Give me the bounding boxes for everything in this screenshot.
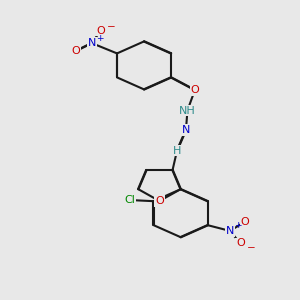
Text: NH: NH	[179, 106, 196, 116]
Text: N: N	[226, 226, 234, 236]
Text: O: O	[155, 196, 164, 206]
Text: O: O	[96, 26, 105, 35]
Text: O: O	[71, 46, 80, 56]
Text: N: N	[88, 38, 96, 48]
Text: +: +	[96, 34, 104, 43]
Text: Cl: Cl	[124, 195, 135, 205]
Text: −: −	[246, 243, 255, 253]
Text: +: +	[235, 221, 242, 230]
Text: O: O	[236, 238, 245, 248]
Text: N: N	[182, 125, 190, 135]
Text: O: O	[190, 85, 199, 95]
Text: O: O	[241, 217, 249, 227]
Text: H: H	[173, 146, 181, 156]
Text: −: −	[107, 22, 116, 32]
